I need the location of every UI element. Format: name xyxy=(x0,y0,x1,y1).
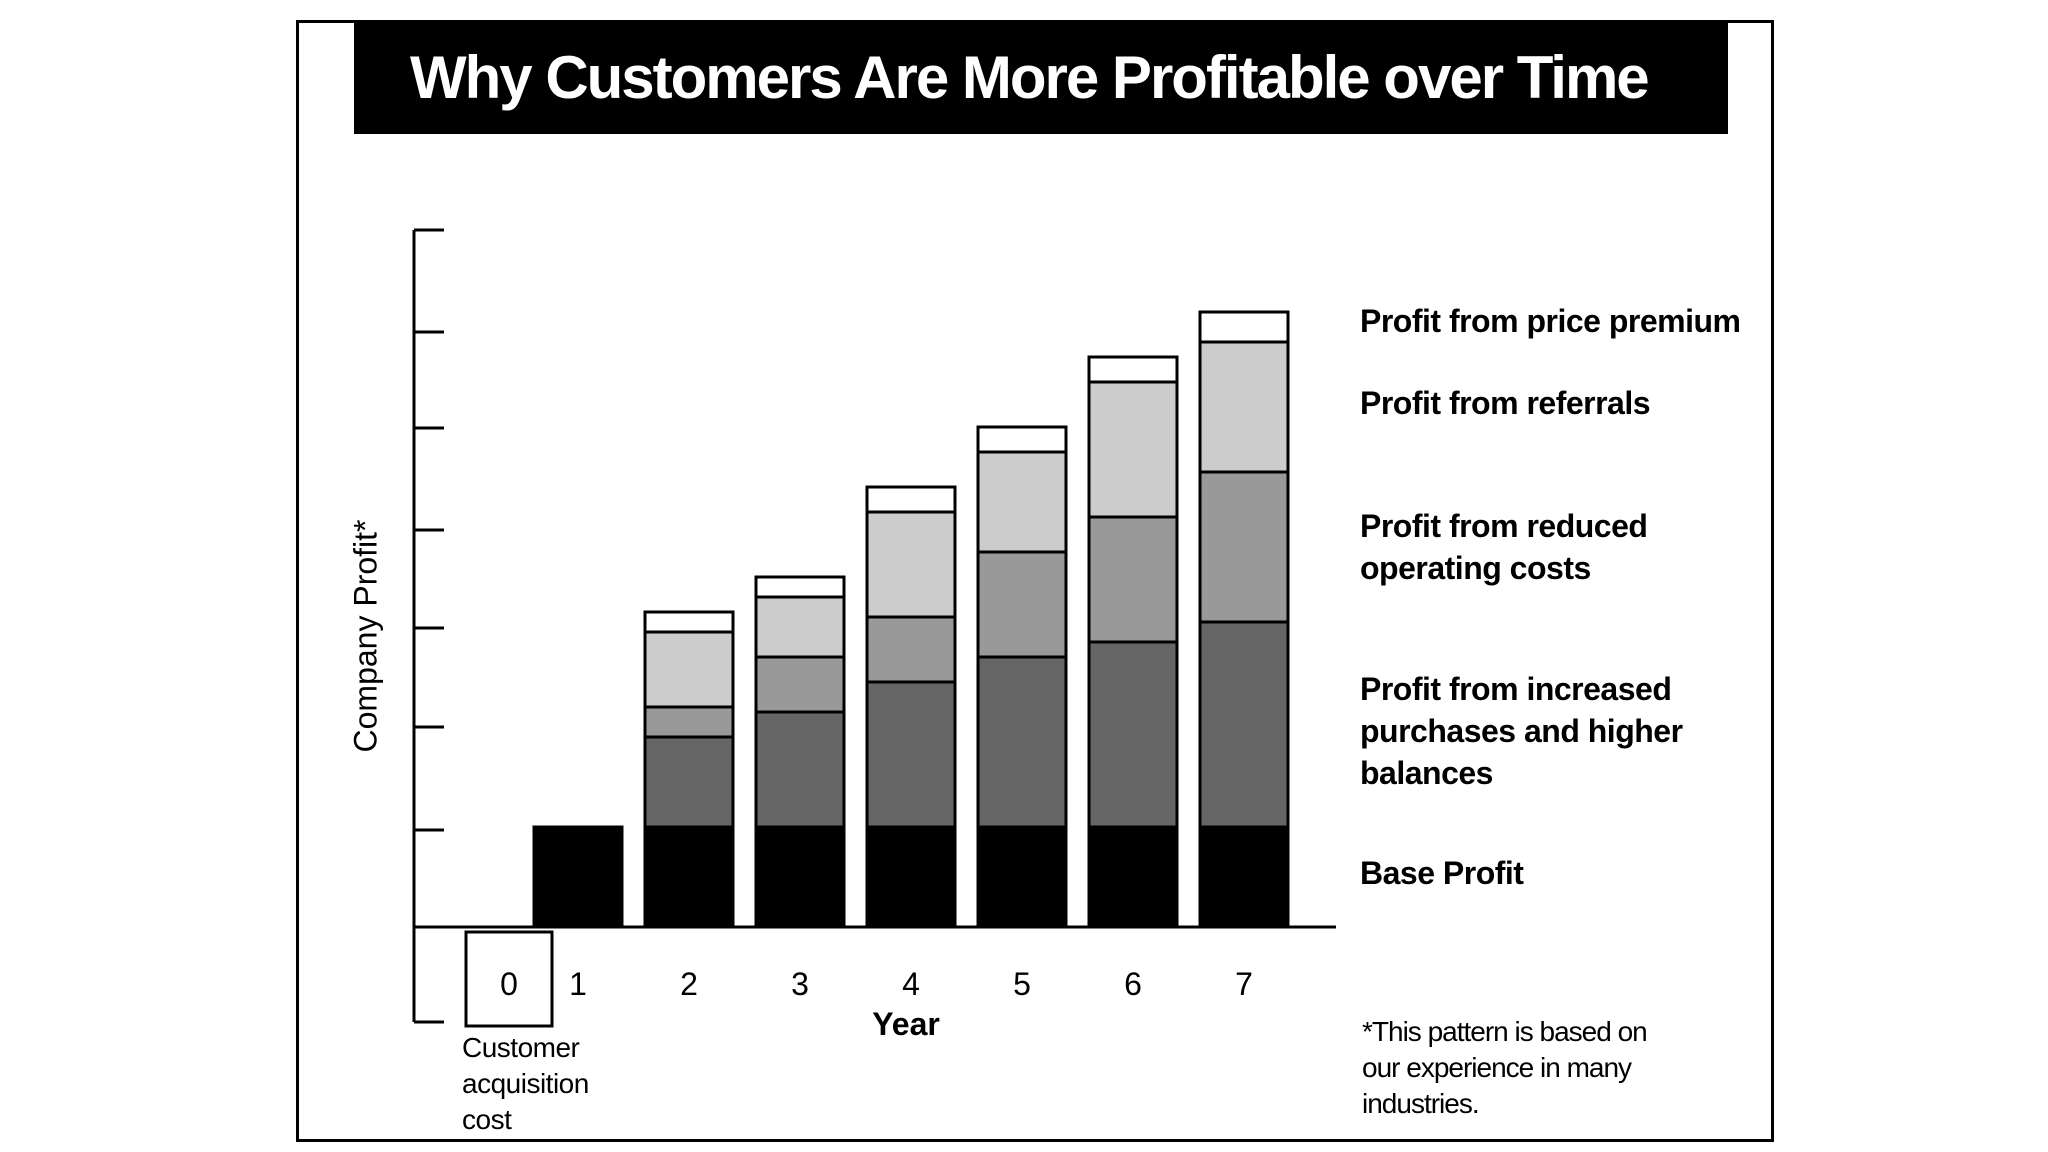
bar-2-segment-3 xyxy=(643,630,735,709)
y-axis-label: Company Profit* xyxy=(347,519,384,753)
bar-1-segment-0 xyxy=(532,825,624,929)
bar-7-segment-2 xyxy=(1198,470,1290,624)
bar-6-segment-4 xyxy=(1087,355,1179,384)
x-tick-label-6: 6 xyxy=(1124,966,1142,1002)
bar-6-segment-0 xyxy=(1087,825,1179,929)
bar-5-segment-3 xyxy=(976,450,1068,554)
acquisition-cost-label: Customer acquisition cost xyxy=(462,1032,589,1135)
bar-2-segment-1 xyxy=(643,735,735,829)
legend-increased-purchases: Profit from increased purchases and high… xyxy=(1360,671,1683,791)
bar-3-segment-2 xyxy=(754,655,846,714)
bar-5-segment-1 xyxy=(976,655,1068,829)
bar-2-segment-0 xyxy=(643,825,735,929)
x-tick-label-5: 5 xyxy=(1013,966,1031,1002)
x-tick-label-0: 0 xyxy=(500,966,518,1002)
bar-7-segment-0 xyxy=(1198,825,1290,929)
bar-4-segment-0 xyxy=(865,825,957,929)
x-tick-label-1: 1 xyxy=(569,966,587,1002)
bar-7-segment-1 xyxy=(1198,620,1290,829)
bar-2-segment-2 xyxy=(643,705,735,739)
x-tick-label-7: 7 xyxy=(1235,966,1253,1002)
bar-3-segment-3 xyxy=(754,595,846,659)
bar-6-segment-1 xyxy=(1087,640,1179,829)
bar-7-segment-4 xyxy=(1198,310,1290,344)
bar-4-segment-1 xyxy=(865,680,957,829)
title-bar: Why Customers Are More Profitable over T… xyxy=(354,22,1728,134)
legend-price-premium: Profit from price premium xyxy=(1360,303,1741,339)
bar-4-segment-4 xyxy=(865,485,957,514)
footnote: *This pattern is based on our experience… xyxy=(1362,1016,1648,1119)
bar-4-segment-2 xyxy=(865,615,957,684)
bar-6-segment-2 xyxy=(1087,515,1179,644)
bar-5-segment-0 xyxy=(976,825,1068,929)
legend-base-profit: Base Profit xyxy=(1360,855,1524,891)
bar-3-segment-4 xyxy=(754,575,846,599)
bar-5-segment-2 xyxy=(976,550,1068,659)
bar-3-segment-1 xyxy=(754,710,846,829)
x-tick-label-2: 2 xyxy=(680,966,698,1002)
acquisition-cost-box xyxy=(464,930,554,1028)
x-tick-label-3: 3 xyxy=(791,966,809,1002)
chart-title: Why Customers Are More Profitable over T… xyxy=(410,44,1650,111)
bar-6-segment-3 xyxy=(1087,380,1179,519)
x-axis-label: Year xyxy=(872,1006,940,1042)
bar-3-segment-0 xyxy=(754,825,846,929)
legend-referrals: Profit from referrals xyxy=(1360,385,1651,421)
bar-2-segment-4 xyxy=(643,610,735,634)
bar-7-segment-3 xyxy=(1198,340,1290,474)
bar-5-segment-4 xyxy=(976,425,1068,454)
bar-4-segment-3 xyxy=(865,510,957,619)
legend-reduced-costs: Profit from reduced operating costs xyxy=(1360,508,1648,586)
x-tick-label-4: 4 xyxy=(902,966,920,1002)
